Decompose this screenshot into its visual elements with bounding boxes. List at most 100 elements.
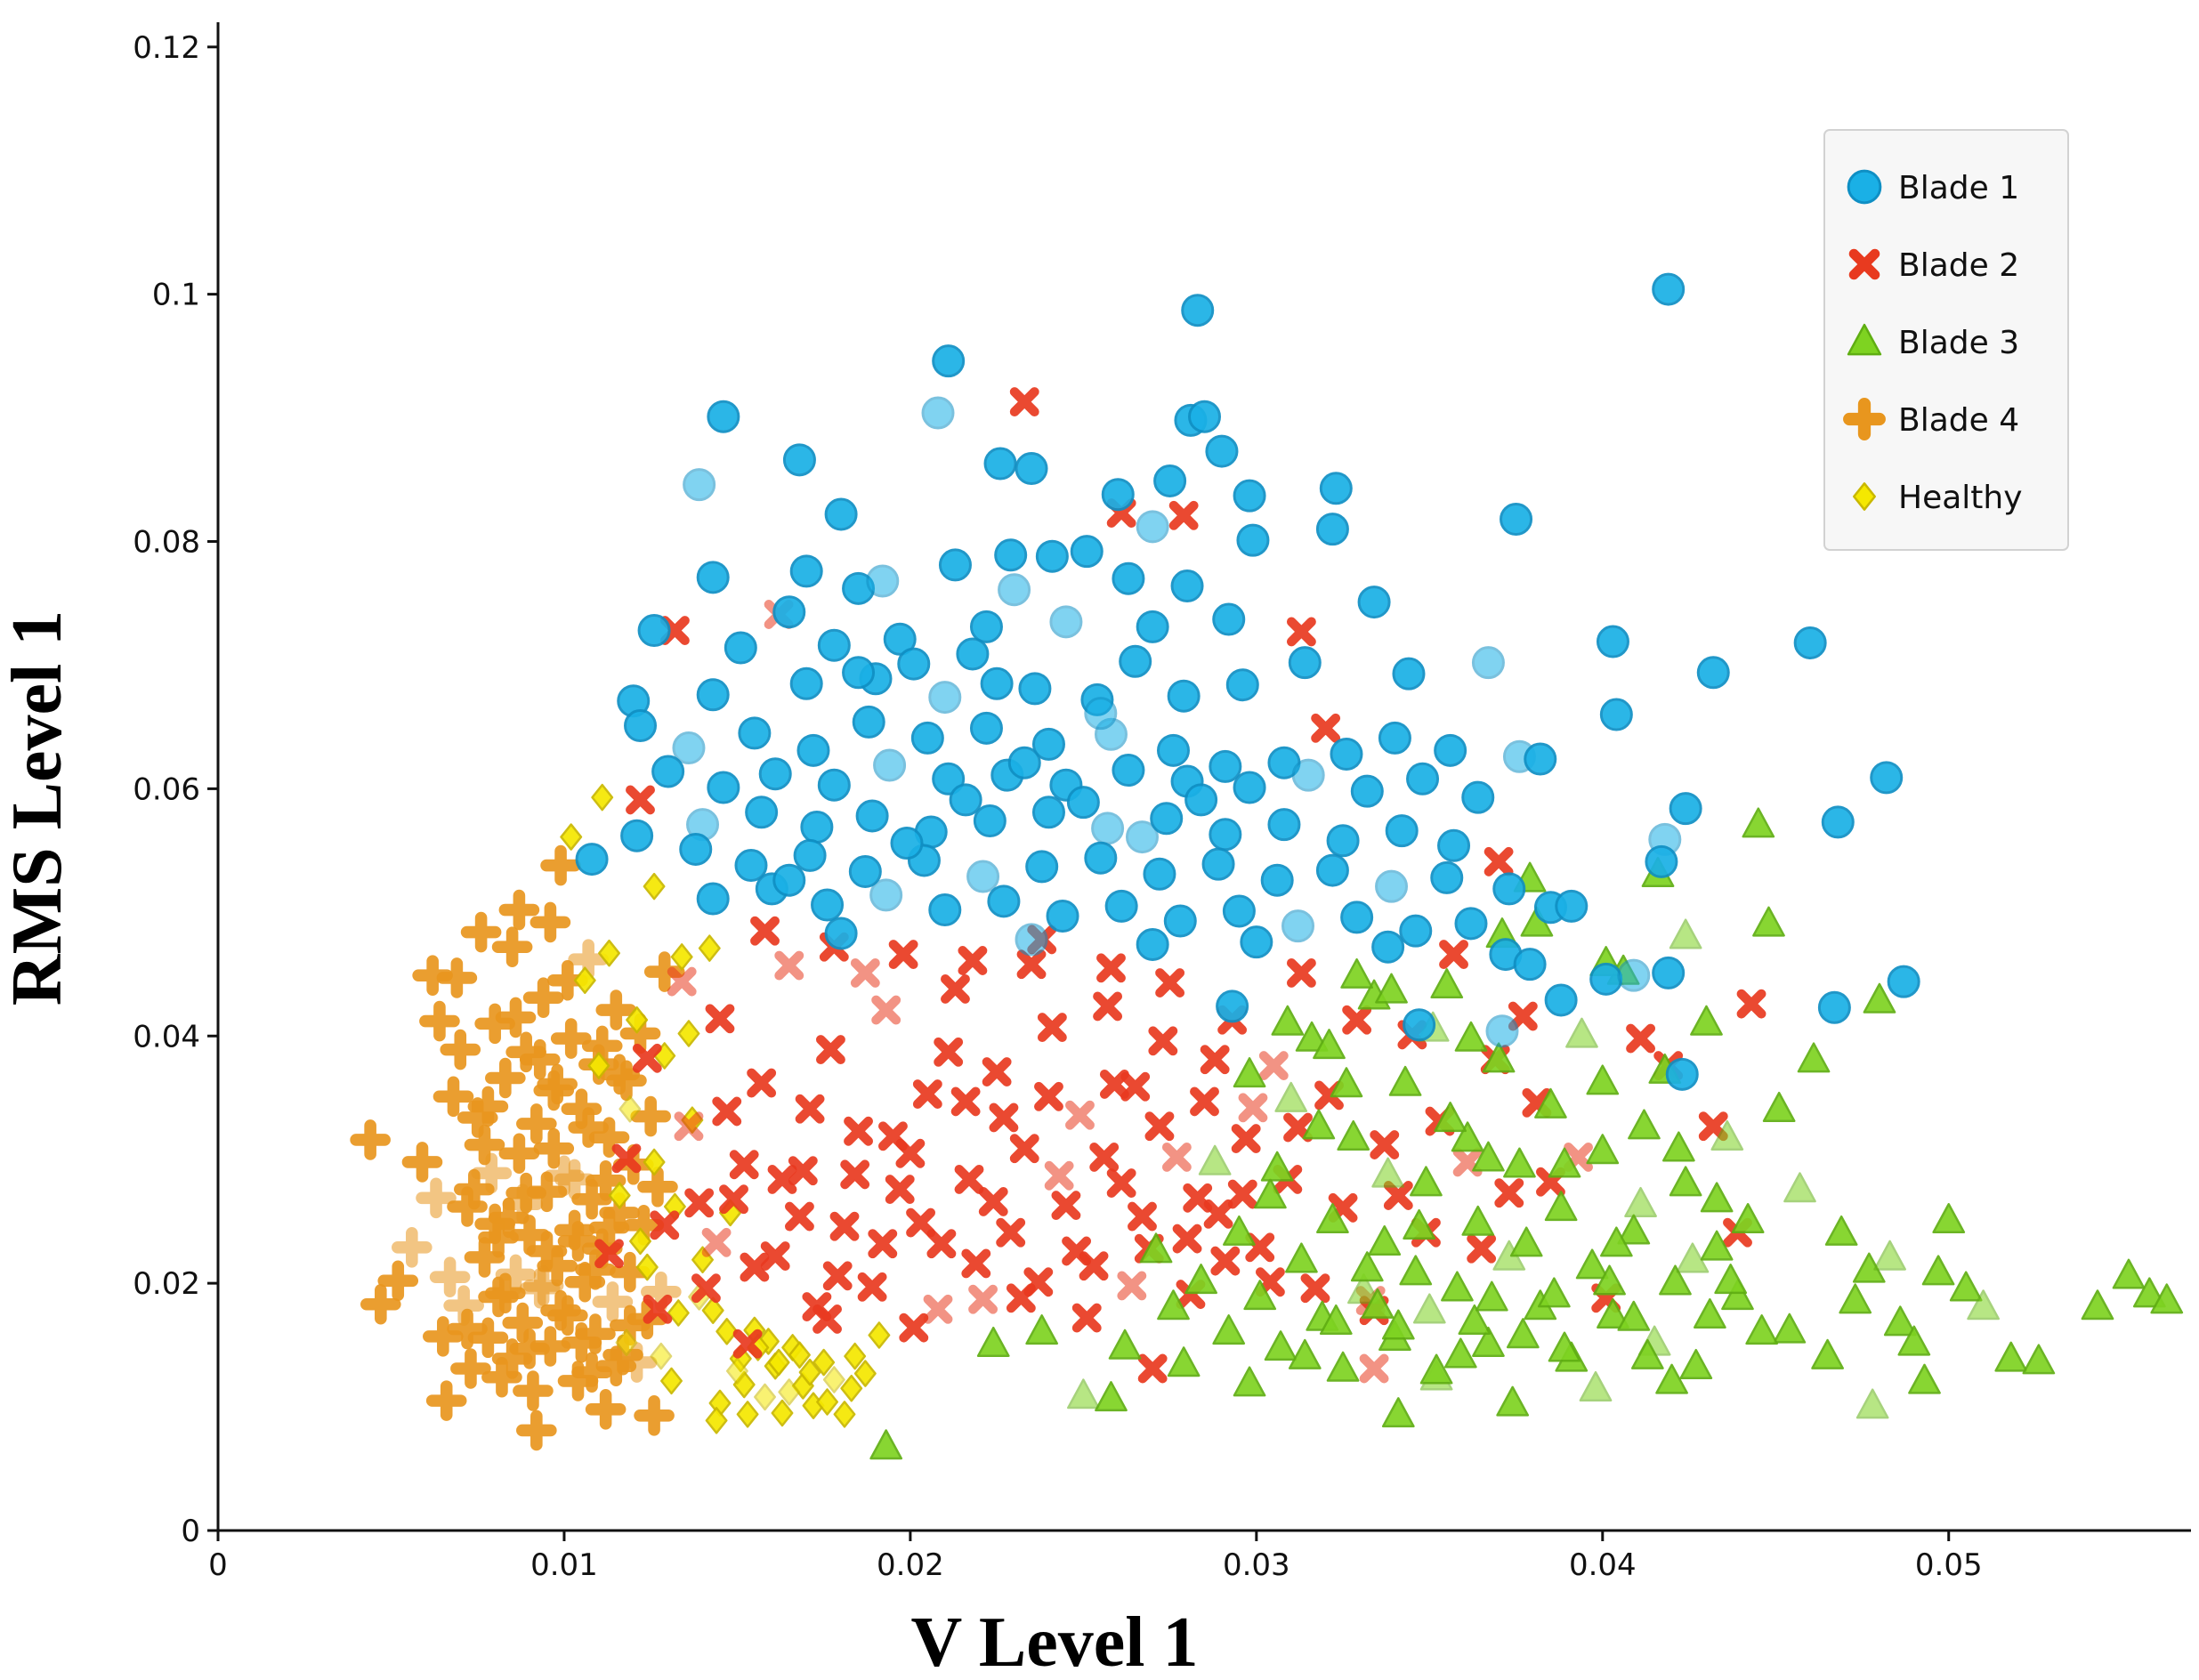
blade-4-point <box>440 1029 481 1070</box>
healthy-point <box>701 1296 724 1324</box>
blade-1-point <box>966 860 1000 893</box>
blade-3-point <box>1700 1230 1734 1261</box>
healthy-point <box>798 1358 821 1386</box>
blade-1-point <box>1209 818 1242 852</box>
blade-2-point <box>705 1004 735 1034</box>
blade-3-point <box>1233 1057 1266 1088</box>
blade-3-point <box>1184 1264 1217 1295</box>
x-tick-label: 0.02 <box>877 1547 944 1583</box>
blade-3-point <box>1260 1151 1294 1182</box>
blade-3-point <box>1388 1065 1422 1096</box>
blade-3-point <box>1403 1208 1435 1240</box>
blade-3-point <box>1454 1021 1488 1052</box>
blade-1-point <box>1434 733 1467 767</box>
blade-2-point <box>1286 617 1316 647</box>
blade-3-point <box>1430 968 1464 999</box>
blade-2-point <box>888 940 918 970</box>
blade-4-point <box>513 1370 554 1411</box>
blade-1-point <box>817 768 851 802</box>
blade-3-point <box>1451 1121 1484 1152</box>
blade-2-point <box>788 1156 818 1186</box>
blade-3-point <box>976 1326 1010 1357</box>
blade-1-point <box>1225 668 1259 702</box>
blade-3-point <box>1669 1166 1702 1197</box>
blade-3-point <box>1811 1338 1844 1369</box>
blade-2-point <box>1006 1283 1036 1313</box>
blade-2-point <box>760 1241 790 1272</box>
healthy-point <box>626 1006 649 1034</box>
blade-1-point <box>1070 535 1104 569</box>
blade-4-point <box>429 1256 471 1297</box>
blade-2-point <box>767 1164 797 1194</box>
blade-1-point <box>1136 610 1169 643</box>
y-axis-title: RMS Level 1 <box>0 610 77 1006</box>
blade-1-point <box>1485 1014 1519 1048</box>
blade-2-point <box>1210 1246 1241 1276</box>
blade-1-point <box>1007 746 1041 779</box>
blade-2-point <box>934 1037 964 1067</box>
blade-1-point <box>956 637 990 671</box>
blade-4-point <box>464 1124 505 1166</box>
blade-2-point <box>1009 387 1039 416</box>
blade-4-point <box>467 1317 509 1359</box>
blade-4-point <box>491 1338 533 1379</box>
blade-2-point <box>750 916 780 946</box>
blade-3-point <box>1599 1226 1633 1257</box>
blade-4-point <box>599 1054 640 1095</box>
blade-1-point <box>1084 697 1118 731</box>
blade-2-point <box>684 1188 715 1218</box>
blade-2-point <box>1626 1023 1656 1054</box>
blade-4-point <box>450 1348 491 1389</box>
blade-2-point <box>1370 1130 1400 1159</box>
blade-1-point <box>683 468 716 502</box>
blade-4-point <box>595 1345 637 1387</box>
blade-3-point <box>1548 1331 1581 1362</box>
blade-4-point <box>585 1389 627 1430</box>
blade-4-point <box>454 1168 495 1210</box>
blade-3-point <box>1773 1312 1807 1344</box>
blade-2-point <box>795 1094 825 1124</box>
blade-2-point <box>844 1116 874 1146</box>
healthy-point <box>844 1342 867 1370</box>
blade-1-point <box>696 678 730 712</box>
blade-4-point <box>495 997 537 1038</box>
blade-2-point <box>1736 989 1766 1019</box>
legend: Blade 1 Blade 2 Blade 3 Blade 4 Healthy <box>1823 129 2069 551</box>
blade-3-point <box>1752 906 1785 937</box>
blade-3-point <box>1067 1378 1100 1409</box>
blade-3-point <box>2081 1289 2114 1321</box>
blade-3-point <box>1710 1119 1744 1151</box>
legend-label-blade-4: Blade 4 <box>1898 402 2019 439</box>
healthy-point <box>833 1401 856 1428</box>
blade-1-point <box>1181 294 1215 327</box>
blade-3-point <box>1025 1314 1059 1345</box>
blade-4-point <box>474 1003 515 1045</box>
blade-4-point <box>571 1352 612 1393</box>
blade-1-point <box>1112 561 1145 595</box>
blade-3-point <box>1108 1329 1142 1360</box>
legend-marker-healthy <box>1852 482 1877 511</box>
blade-3-point <box>1883 1305 1917 1337</box>
blade-1-point <box>1125 820 1159 854</box>
blade-4-point <box>581 1025 623 1067</box>
blade-3-point <box>1617 1214 1651 1245</box>
healthy-point <box>812 1348 836 1377</box>
blade-3-point <box>1586 1064 1620 1095</box>
blade-3-point <box>1731 1203 1765 1234</box>
y-tick-label: 0.12 <box>133 30 200 66</box>
blade-2-point <box>1484 846 1514 876</box>
blade-1-point <box>1357 586 1391 619</box>
blade-2-point <box>950 1086 981 1117</box>
blade-1-point <box>1101 478 1135 512</box>
healthy-point <box>618 1094 642 1123</box>
blade-3-point <box>1949 1271 1983 1302</box>
blade-2-point <box>1238 1093 1268 1123</box>
blade-1-point <box>1340 901 1374 934</box>
blade-3-point <box>1745 1314 1779 1345</box>
legend-marker-blade-4 <box>1843 398 1886 440</box>
blade-2-point <box>626 785 655 815</box>
blade-1-point <box>883 622 917 656</box>
healthy-point <box>670 943 693 971</box>
blade-3-point <box>1676 1242 1710 1273</box>
